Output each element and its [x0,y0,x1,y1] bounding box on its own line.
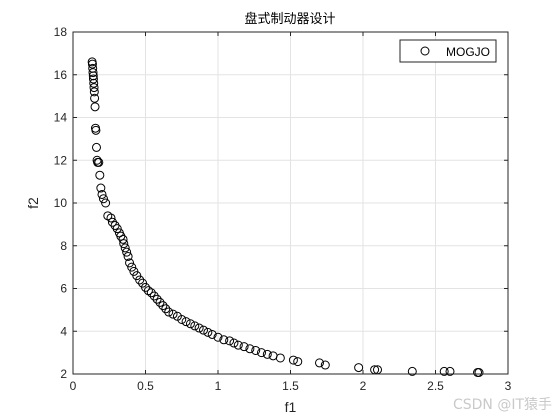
data-point [112,224,122,234]
x-tick-label: 1.5 [282,379,299,393]
data-point [107,217,117,227]
data-point [94,157,104,167]
data-point [219,335,229,345]
chart-title: 盘式制动器设计 [244,11,335,27]
data-point [407,366,417,376]
data-point [293,357,303,367]
data-point [88,68,98,78]
data-point [88,74,98,84]
data-point [161,304,171,314]
y-tick-label: 4 [60,324,67,338]
data-point [89,87,99,97]
y-axis-label: f2 [25,197,41,209]
data-point [101,198,111,208]
x-tick-label: 2 [360,379,367,393]
legend: MOGJO [399,39,497,63]
data-point [229,338,239,348]
legend-label-mogjo: MOGJO [446,45,490,59]
data-point [120,243,130,253]
data-point [194,323,204,333]
y-tick-label: 18 [54,25,68,39]
data-point [122,247,132,257]
data-point [141,282,150,292]
data-point [97,189,107,199]
x-tick-label: 0 [70,379,77,393]
data-point [320,360,330,370]
y-tick-label: 14 [54,111,68,125]
data-point [164,307,174,317]
data-point [143,286,153,296]
data-point [87,59,97,69]
data-point [233,340,243,350]
data-point [98,194,108,204]
watermark: CSDN @IT猿手 [452,397,552,413]
grid [72,31,509,375]
data-point [257,348,266,358]
data-point [125,258,135,268]
data-point [123,251,133,261]
data-point [275,353,285,363]
x-tick-label: 0.5 [137,379,154,393]
data-point [239,342,249,352]
data-point [445,366,455,376]
data-point [89,78,99,88]
data-point [315,358,324,368]
axes-box [72,31,509,375]
data-point [177,314,187,324]
data-point [90,93,100,103]
legend-marker [420,46,430,56]
data-point [262,349,272,359]
data-point [190,321,200,331]
data-point [199,325,208,335]
data-point [354,363,364,373]
data-point [118,234,128,244]
y-tick-label: 6 [60,282,67,296]
data-point [474,368,484,378]
y-axis-ticks: 2 4 6 8 10 12 14 16 18 [54,25,508,381]
data-point [90,102,100,112]
data-point [95,170,105,180]
data-point [127,262,137,272]
data-point [207,329,217,339]
data-point [225,336,235,346]
y-tick-label: 10 [54,196,68,210]
data-point [96,183,106,193]
x-tick-label: 2.5 [427,379,444,393]
data-point [88,71,98,81]
data-point [91,142,101,152]
data-point [91,125,101,135]
data-point [245,344,255,354]
data-point [158,301,168,311]
data-point [181,317,191,327]
data-point [135,275,145,285]
y-tick-label: 8 [60,239,67,253]
data-point [213,332,223,342]
data-point [203,327,213,337]
data-point [89,83,99,93]
data-point [119,239,129,249]
data-point [185,319,195,329]
x-tick-label: 1 [215,379,222,393]
data-point [106,213,116,223]
data-point [149,291,159,301]
data-point [168,309,178,319]
y-tick-label: 12 [54,153,68,167]
x-axis-label: f1 [285,399,297,415]
x-tick-label: 3 [505,379,512,393]
y-tick-label: 16 [54,68,68,82]
x-axis-ticks: 0 0.5 1 1.5 2 2.5 3 [70,32,512,393]
data-point [152,294,162,304]
y-tick-label: 2 [60,367,67,381]
scatter-points [87,57,484,378]
data-point [146,288,156,298]
data-point [288,355,298,365]
data-point [155,297,165,307]
data-point [251,345,261,355]
data-point [439,366,449,376]
